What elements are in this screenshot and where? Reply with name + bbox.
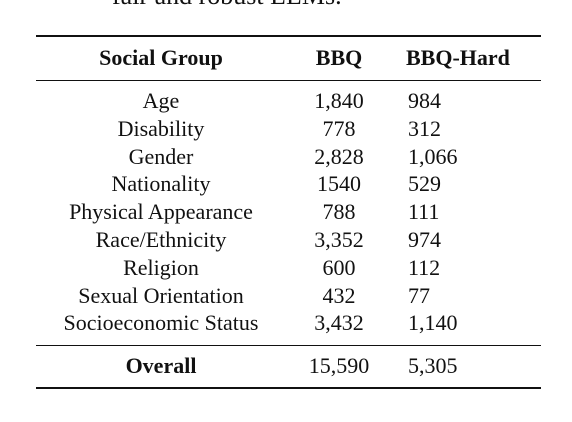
row-social-group: Religion: [123, 254, 199, 280]
row-bbq: 432: [322, 282, 356, 308]
row-social-group: Physical Appearance: [69, 199, 253, 225]
row-bbq: 1540: [317, 171, 361, 197]
row-bbq: 2,828: [314, 143, 364, 169]
row-social-group: Disability: [117, 115, 205, 141]
row-bbq-hard: 1,140: [408, 310, 458, 336]
row-social-group: Race/Ethnicity: [95, 227, 227, 252]
truncated-text-line: fair and robust LLMs.: [112, 0, 342, 9]
row-bbq-hard: 1,066: [408, 143, 458, 169]
row-bbq: 1,840: [314, 88, 364, 113]
header-bbq-hard: BBQ-Hard: [406, 45, 510, 70]
overall-label: Overall: [125, 353, 197, 378]
row-bbq-hard: 974: [408, 227, 441, 252]
row-social-group: Socioeconomic Status: [63, 310, 259, 336]
row-social-group: Gender: [128, 143, 194, 169]
overall-bbq-hard: 5,305: [408, 353, 458, 378]
row-bbq: 3,432: [314, 310, 364, 336]
row-bbq-hard: 111: [408, 199, 440, 225]
row-bbq-hard: 112: [408, 254, 441, 280]
row-bbq: 778: [322, 115, 356, 141]
table-header-rule: [36, 80, 541, 81]
table-overall-rule: [36, 345, 541, 346]
row-social-group: Age: [142, 88, 180, 113]
row-bbq-hard: 984: [408, 88, 441, 113]
overall-bbq: 15,590: [308, 353, 370, 378]
row-bbq: 600: [322, 254, 356, 280]
row-bbq: 3,352: [314, 227, 364, 252]
row-bbq-hard: 312: [408, 115, 441, 141]
row-social-group: Nationality: [111, 171, 211, 197]
row-bbq-hard: 77: [408, 282, 430, 308]
header-social-group: Social Group: [99, 45, 223, 70]
table-bottom-rule: [36, 387, 541, 389]
header-bbq: BBQ: [315, 45, 363, 70]
row-social-group: Sexual Orientation: [78, 282, 244, 308]
row-bbq: 788: [322, 199, 356, 225]
row-bbq-hard: 529: [408, 171, 441, 197]
table-top-rule: [36, 35, 541, 37]
